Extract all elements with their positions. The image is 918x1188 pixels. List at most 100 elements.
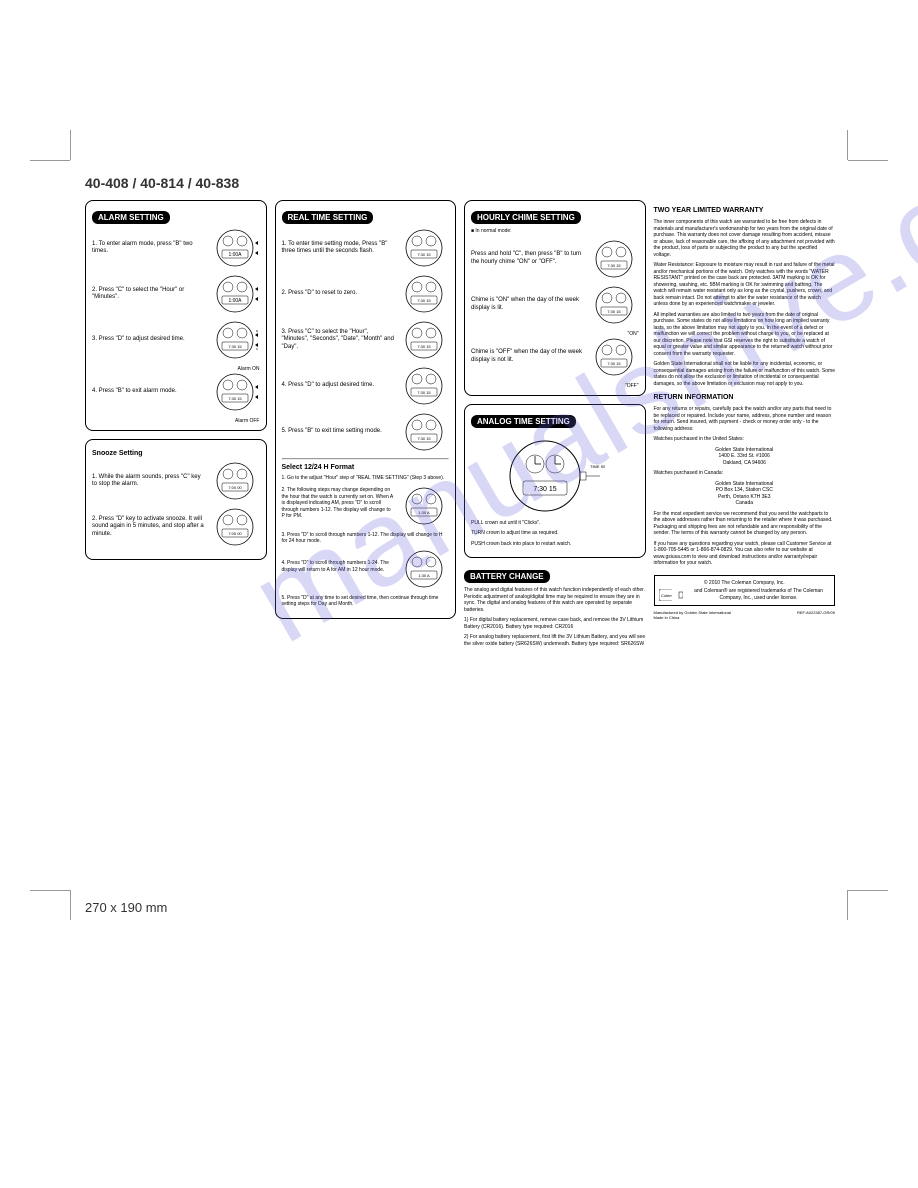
- svg-text:7:05 00: 7:05 00: [228, 531, 242, 536]
- fmt-step-1: 1. Go to the adjust "Hour" step of "REAL…: [282, 475, 450, 482]
- snooze-section: Snooze Setting 1. While the alarm sounds…: [85, 439, 267, 560]
- warranty-footer2: If you have any questions regarding your…: [654, 541, 836, 567]
- svg-text:7:30 15: 7:30 15: [533, 486, 556, 493]
- manual-content: ALARM SETTING 1. To enter alarm mode, pr…: [85, 200, 835, 651]
- watch-icon: 7:30 15 D C: [210, 320, 260, 360]
- svg-text:C: C: [256, 347, 259, 351]
- watch-icon: 7:30 15: [399, 366, 449, 406]
- snooze-step-1: 1. While the alarm sounds, press "C" key…: [92, 461, 260, 501]
- crop-mark: [30, 890, 70, 891]
- fmt-step-2: 2. The following steps may change depend…: [282, 486, 450, 526]
- warranty-footer1: For the most expedient service we recomm…: [654, 511, 836, 537]
- step-text: 3. Press "C" to select the "Hour", "Minu…: [282, 329, 396, 351]
- alarm-off-label: Alarm OFF: [92, 418, 260, 424]
- manufacturer: Manufactured by Golden State Internation…: [654, 610, 731, 620]
- warranty-p3: All implied warranties are also limited …: [654, 312, 836, 358]
- step-text: 2. Press "C" to select the "Hour" or "Mi…: [92, 287, 206, 301]
- model-numbers: 40-408 / 40-814 / 40-838: [85, 175, 239, 191]
- chime-step-1: Press and hold "C", then press "B" to tu…: [471, 239, 639, 279]
- crop-mark: [847, 130, 848, 160]
- step-text: Press and hold "C", then press "B" to tu…: [471, 251, 585, 265]
- address-ca: Golden State International PO Box 134, S…: [654, 481, 836, 507]
- page-dimensions: 270 x 190 mm: [85, 900, 167, 915]
- svg-text:1:30 A: 1:30 A: [418, 573, 430, 578]
- warranty-p1: The inner components of this watch are w…: [654, 219, 836, 258]
- address-us: Golden State International 1400 E. 33rd …: [654, 447, 836, 467]
- off-label: "OFF": [471, 383, 639, 389]
- svg-text:7:30 15: 7:30 15: [417, 252, 431, 257]
- rt-step-1: 1. To enter time setting mode, Press "B"…: [282, 228, 450, 268]
- svg-text:7:30 15: 7:30 15: [607, 309, 621, 314]
- snooze-step-2: 2. Press "D" key to activate snooze. It …: [92, 507, 260, 547]
- svg-text:7:30 15: 7:30 15: [228, 396, 242, 401]
- step-text: 1. While the alarm sounds, press "C" key…: [92, 474, 206, 488]
- column-3: HOURLY CHIME SETTING ■ In normal mode: P…: [464, 200, 646, 651]
- snooze-title: Snooze Setting: [92, 450, 260, 457]
- analog-section: ANALOG TIME SETTING 7:30 15 TIME SETTING…: [464, 404, 646, 559]
- watch-icon: 1:30 A: [399, 549, 449, 589]
- warranty-p4: Golden State International shall not be …: [654, 361, 836, 387]
- alarm-title: ALARM SETTING: [92, 211, 170, 224]
- column-4: TWO YEAR LIMITED WARRANTY The inner comp…: [654, 200, 836, 651]
- svg-text:1:00A: 1:00A: [228, 298, 242, 304]
- realtime-title: REAL TIME SETTING: [282, 211, 374, 224]
- battery-item-1: 1) For digital battery replacement, remo…: [464, 617, 646, 630]
- return-title: RETURN INFORMATION: [654, 393, 836, 402]
- copyright: © 2010 The Coleman Company, Inc.: [659, 580, 831, 587]
- step-text: 4. Press "D" to scroll through numbers 1…: [282, 560, 396, 573]
- alarm-step-4: 4. Press "B" to exit alarm mode. 7:30 15: [92, 372, 260, 412]
- crop-mark: [70, 130, 71, 160]
- watch-icon: 7:30 15: [399, 228, 449, 268]
- warranty-title: TWO YEAR LIMITED WARRANTY: [654, 206, 836, 215]
- fmt-step-3: 3. Press "D" to scroll through numbers 1…: [282, 532, 450, 545]
- svg-text:1:00A: 1:00A: [228, 252, 242, 258]
- step-text: 2. Press "D" to reset to zero.: [282, 290, 396, 297]
- watch-icon: 7:30 15: [399, 412, 449, 452]
- svg-text:1:30 A: 1:30 A: [418, 510, 430, 515]
- alarm-step-2: 2. Press "C" to select the "Hour" or "Mi…: [92, 274, 260, 314]
- svg-text:7:30 15: 7:30 15: [417, 344, 431, 349]
- copyright-box: © 2010 The Coleman Company, Inc. Coleman…: [654, 575, 836, 607]
- watch-icon: 7:30 15: [589, 337, 639, 377]
- rt-step-2: 2. Press "D" to reset to zero. 7:30 15: [282, 274, 450, 314]
- svg-text:TIME SETTING POSITION: TIME SETTING POSITION: [590, 464, 605, 469]
- trademark-text: and Coleman® are registered trademarks o…: [687, 588, 830, 601]
- step-text: 4. Press "B" to exit alarm mode.: [92, 388, 206, 395]
- crop-mark: [70, 890, 71, 920]
- address-ca-label: Watches purchased in Canada:: [654, 470, 836, 477]
- step-text: Chime is "ON" when the day of the week d…: [471, 297, 585, 311]
- analog-instr-1: PULL crown out until it "Clicks".: [471, 520, 639, 527]
- fmt-step-4: 4. Press "D" to scroll through numbers 1…: [282, 549, 450, 589]
- svg-text:7:30 15: 7:30 15: [228, 344, 242, 349]
- analog-instr-2: TURN crown to adjust time as required.: [471, 530, 639, 537]
- svg-text:7:30 15: 7:30 15: [417, 390, 431, 395]
- column-1: ALARM SETTING 1. To enter alarm mode, pr…: [85, 200, 267, 651]
- column-2: REAL TIME SETTING 1. To enter time setti…: [275, 200, 457, 651]
- crop-mark: [848, 160, 888, 161]
- chime-step-2: Chime is "ON" when the day of the week d…: [471, 285, 639, 325]
- watch-icon: 7:30 15: [210, 372, 260, 412]
- chime-title: HOURLY CHIME SETTING: [471, 211, 581, 224]
- analog-instr-3: PUSH crown back into place to restart wa…: [471, 541, 639, 548]
- svg-text:7:30 15: 7:30 15: [417, 298, 431, 303]
- watch-icon: 7:05 00: [210, 507, 260, 547]
- address-us-label: Watches purchased in the United States:: [654, 436, 836, 443]
- svg-text:7:00 00: 7:00 00: [228, 485, 242, 490]
- step-text: 5. Press "B" to exit time setting mode.: [282, 428, 396, 435]
- watch-icon: 1:00A: [210, 228, 260, 268]
- svg-text:Coleman: Coleman: [660, 593, 672, 598]
- realtime-section: REAL TIME SETTING 1. To enter time setti…: [275, 200, 457, 619]
- watch-icon: 1:00A: [210, 274, 260, 314]
- svg-text:D: D: [256, 329, 259, 333]
- watch-icon: 7:30 15: [589, 239, 639, 279]
- step-text: 2. Press "D" key to activate snooze. It …: [92, 516, 206, 538]
- step-text: 1. To enter alarm mode, press "B" two ti…: [92, 241, 206, 255]
- step-text: Chime is "OFF" when the day of the week …: [471, 349, 585, 363]
- battery-section: BATTERY CHANGE The analog and digital fe…: [464, 566, 646, 647]
- svg-text:7:30 15: 7:30 15: [417, 436, 431, 441]
- chime-step-3: Chime is "OFF" when the day of the week …: [471, 337, 639, 377]
- watch-icon: 7:30 15: [589, 285, 639, 325]
- chime-section: HOURLY CHIME SETTING ■ In normal mode: P…: [464, 200, 646, 396]
- step-text: 4. Press "D" to adjust desired time.: [282, 382, 396, 389]
- part-number: REF:A022387-GR/09: [797, 610, 835, 620]
